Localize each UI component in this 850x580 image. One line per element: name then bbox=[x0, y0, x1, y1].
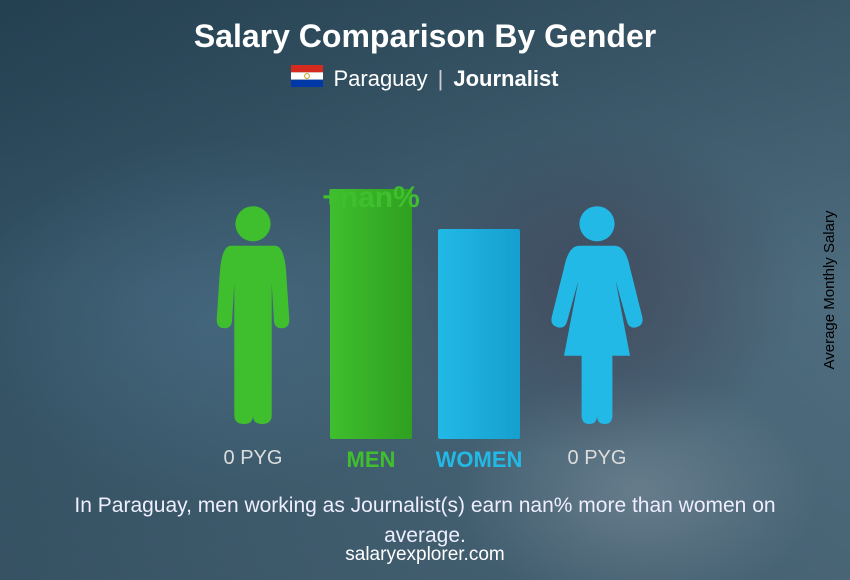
men-bar bbox=[330, 189, 412, 439]
subtitle-job: Journalist bbox=[453, 66, 558, 92]
subtitle-country: Paraguay bbox=[333, 66, 427, 92]
y-axis-label: Average Monthly Salary bbox=[821, 211, 838, 370]
women-label: WOMEN bbox=[434, 447, 524, 473]
men-bar-column: +nan% bbox=[326, 189, 416, 439]
women-bar bbox=[438, 229, 520, 439]
men-value-label: 0 PYG bbox=[198, 447, 308, 473]
caption-text: In Paraguay, men working as Journalist(s… bbox=[35, 491, 815, 552]
men-label: MEN bbox=[326, 447, 416, 473]
page-title: Salary Comparison By Gender bbox=[194, 18, 656, 55]
infographic-container: Salary Comparison By Gender Paraguay | J… bbox=[0, 0, 850, 580]
women-value-label: 0 PYG bbox=[542, 447, 652, 473]
female-icon-column bbox=[542, 189, 652, 439]
labels-row: 0 PYG MEN WOMEN 0 PYG bbox=[145, 447, 705, 473]
male-person-icon bbox=[198, 189, 308, 439]
footer-source: salaryexplorer.com bbox=[0, 544, 850, 566]
paraguay-flag-icon bbox=[291, 65, 323, 93]
female-person-icon bbox=[542, 189, 652, 439]
difference-label: +nan% bbox=[322, 181, 420, 215]
subtitle-separator: | bbox=[438, 66, 444, 92]
male-icon-column bbox=[198, 189, 308, 439]
chart-area: +nan% bbox=[145, 99, 705, 439]
subtitle-row: Paraguay | Journalist bbox=[291, 65, 558, 93]
women-bar-column bbox=[434, 229, 524, 439]
